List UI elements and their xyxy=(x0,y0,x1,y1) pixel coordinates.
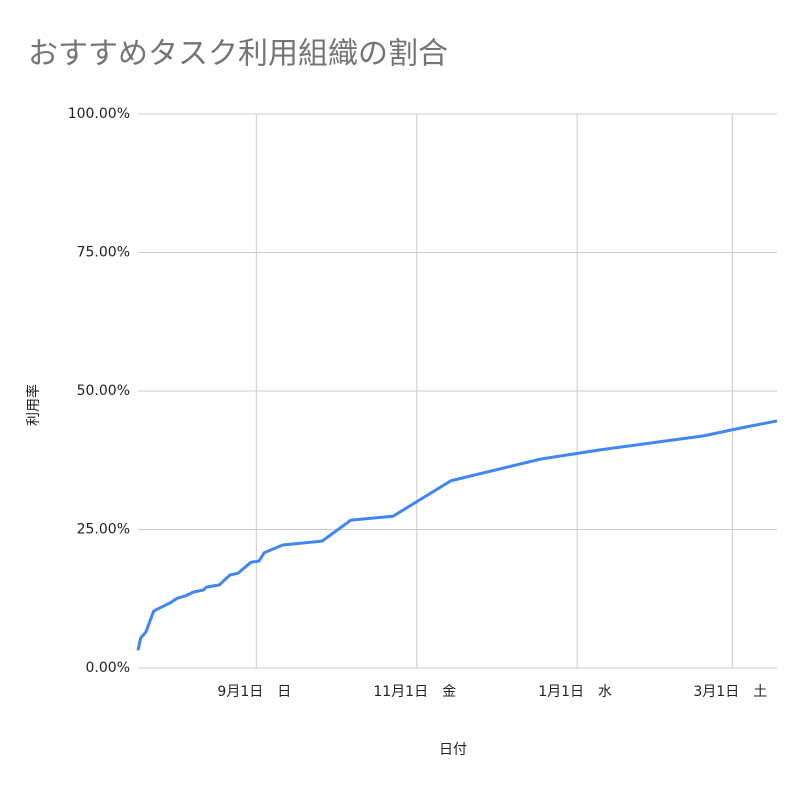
y-axis-label: 利用率 xyxy=(25,384,42,426)
x-tick-label: 1月1日 水 xyxy=(538,684,612,700)
x-axis-label: 日付 xyxy=(439,742,467,758)
y-tick-label: 100.00% xyxy=(68,106,130,122)
chart-title: おすすめタスク利用組織の割合 xyxy=(28,37,448,72)
x-tick-label: 11月1日 金 xyxy=(373,684,456,700)
y-tick-label: 50.00% xyxy=(77,383,130,399)
y-tick-label: 75.00% xyxy=(77,245,130,261)
data-line xyxy=(136,419,778,651)
y-tick-label: 0.00% xyxy=(86,660,130,676)
y-tick-label: 25.00% xyxy=(77,522,130,538)
x-tick-label: 3月1日 土 xyxy=(693,684,767,700)
x-tick-label: 9月1日 日 xyxy=(217,684,291,700)
